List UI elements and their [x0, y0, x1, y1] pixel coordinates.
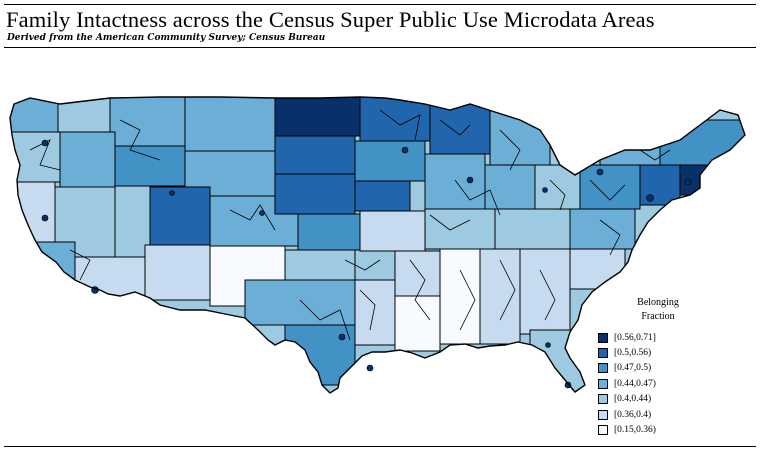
region-tx-north: [244, 279, 356, 326]
legend-swatch: [598, 378, 608, 389]
cluster-ny-upstate: [596, 168, 604, 176]
region-wa-coast: [10, 97, 59, 133]
legend-swatch: [598, 409, 608, 420]
cluster-houston: [366, 364, 374, 372]
legend-label: [0.44,0.47): [614, 378, 656, 389]
region-al: [479, 248, 521, 345]
legend-swatch: [598, 332, 608, 343]
cluster-minneapolis: [401, 146, 409, 154]
region-ma: [679, 164, 711, 196]
region-wi: [429, 103, 491, 155]
region-la: [394, 295, 441, 352]
region-ca-south: [74, 256, 146, 298]
region-ar: [394, 250, 441, 297]
cluster-seattle: [41, 139, 49, 147]
region-ia: [354, 140, 426, 182]
legend-item: [0.36,0.4): [598, 407, 708, 422]
cluster-cleveland: [542, 187, 548, 193]
legend-item: [0.47,0.5): [598, 361, 708, 376]
region-ok: [284, 249, 356, 281]
region-ks: [297, 213, 361, 251]
region-mt: [184, 97, 276, 152]
legend-swatch: [598, 348, 608, 359]
cluster-sf: [41, 214, 49, 222]
region-tn: [494, 208, 571, 250]
legend-label: [0.36,0.4): [614, 409, 652, 420]
region-fl: [529, 329, 591, 393]
region-tx-south: [284, 324, 356, 386]
region-mo: [359, 210, 426, 252]
region-mi: [489, 109, 551, 166]
region-il: [424, 153, 486, 210]
cluster-chicago: [466, 176, 474, 184]
region-ky: [424, 208, 496, 250]
region-pa: [579, 164, 641, 210]
legend-item: [0.15,0.36): [598, 422, 708, 437]
bottom-rule: [4, 446, 756, 447]
map-legend: Belonging Fraction [0.56,0.71] [0.5,0.56)…: [598, 296, 708, 438]
cluster-denver: [259, 210, 265, 216]
cluster-tampa: [545, 342, 551, 348]
region-ut: [149, 186, 211, 246]
region-ca-central: [29, 241, 76, 288]
legend-title-line2: Fraction: [641, 311, 675, 322]
region-wa-east: [57, 97, 111, 133]
legend-swatch: [598, 394, 608, 405]
header-rule: [4, 47, 756, 48]
cluster-nyc: [646, 194, 654, 202]
legend-title-line1: Belonging: [637, 297, 679, 308]
top-rule: [4, 4, 756, 5]
legend-item: [0.44,0.47): [598, 376, 708, 391]
map-subtitle: Derived from the American Community Surv…: [7, 33, 326, 43]
cluster-miami: [564, 381, 572, 389]
superpuma-boundaries: [29, 109, 671, 341]
legend-label: [0.15,0.36): [614, 425, 656, 436]
legend-swatch: [598, 425, 608, 436]
region-in: [484, 164, 536, 211]
region-ga: [519, 248, 571, 335]
legend-item: [0.4,0.44): [598, 392, 708, 407]
region-va: [569, 208, 636, 250]
region-nd: [274, 97, 361, 137]
region-ny: [599, 139, 661, 166]
region-sd: [274, 135, 356, 175]
region-ne-east: [354, 180, 411, 212]
region-or-east: [59, 131, 116, 188]
legend-label: [0.5,0.56): [614, 348, 652, 359]
legend-item: [0.5,0.56): [598, 345, 708, 360]
region-id-south: [114, 145, 186, 187]
cluster-boston: [684, 178, 692, 186]
us-outline: [9, 96, 746, 394]
cluster-dallas: [338, 333, 346, 341]
legend-label: [0.47,0.5): [614, 363, 652, 374]
region-tx-east: [354, 279, 396, 346]
cluster-slc: [169, 190, 175, 196]
legend-label: [0.56,0.71]: [614, 332, 656, 343]
region-sc-nc: [569, 248, 626, 290]
legend-title: Belonging Fraction: [608, 296, 708, 324]
map-title: Family Intactness across the Census Supe…: [6, 7, 655, 32]
region-az: [144, 244, 211, 301]
urban-clusters: [41, 139, 692, 389]
legend-swatch: [598, 363, 608, 374]
legend-items: [0.56,0.71] [0.5,0.56) [0.47,0.5) [0.44,0.4…: [598, 330, 708, 438]
legend-item: [0.56,0.71]: [598, 330, 708, 345]
legend-label: [0.4,0.44): [614, 394, 652, 405]
region-ne: [274, 173, 356, 215]
